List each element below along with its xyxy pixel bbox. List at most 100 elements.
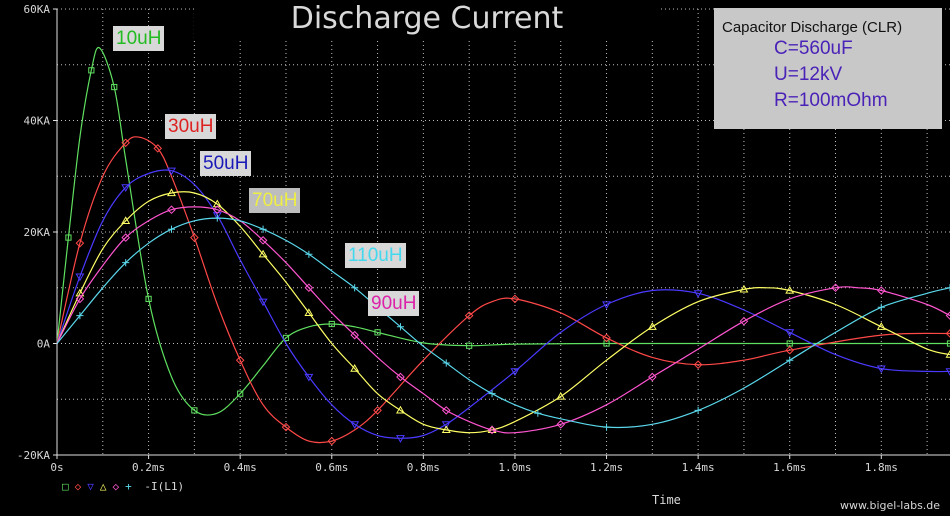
- series-point: [258, 298, 268, 307]
- credit-text: www.bigel-labs.de: [840, 499, 941, 512]
- series-point: [945, 350, 950, 358]
- series-point: [191, 407, 198, 414]
- series-point: [556, 391, 566, 400]
- x-tick-label: 1.2ms: [590, 461, 623, 474]
- title-background: [194, 0, 660, 38]
- x-tick-label: 1.0ms: [498, 461, 531, 474]
- series-point: [395, 435, 405, 443]
- series-point: [258, 249, 268, 258]
- legend-marker: +: [125, 480, 132, 493]
- series-point: [739, 284, 749, 293]
- series-point: [694, 406, 702, 414]
- series-point: [831, 283, 840, 293]
- series-point: [258, 236, 268, 245]
- series-point: [946, 340, 950, 347]
- y-tick-label: -20KA: [17, 449, 50, 462]
- series-label-110uh: 110uH: [345, 243, 406, 268]
- series-point: [602, 423, 611, 431]
- legend-marker: ◇: [74, 480, 82, 493]
- param-capacitance: C=560uF: [774, 38, 853, 59]
- series-point: [441, 425, 451, 434]
- series-point: [945, 329, 950, 338]
- series-110uh: [56, 214, 950, 431]
- series-point: [237, 390, 244, 397]
- series-point: [648, 372, 657, 382]
- series-point: [395, 405, 405, 414]
- series-point: [945, 311, 950, 320]
- series-50uh: [56, 167, 950, 443]
- x-tick-label: 0.4ms: [224, 461, 257, 474]
- series-line: [56, 46, 950, 416]
- x-tick-label: 0s: [50, 461, 63, 474]
- series-point: [877, 303, 885, 311]
- series-point: [442, 359, 450, 367]
- series-point: [121, 216, 131, 224]
- series-point: [556, 420, 566, 429]
- series-line: [56, 217, 950, 429]
- x-tick-label: 0.2ms: [132, 461, 165, 474]
- parameter-box-title: Capacitor Discharge (CLR): [722, 19, 903, 36]
- series-point: [213, 214, 221, 222]
- series-point: [145, 295, 152, 302]
- series-label-90uh: 90uH: [368, 291, 420, 316]
- x-axis-title: Time: [652, 493, 681, 507]
- series-point: [510, 294, 520, 304]
- x-tick-label: 0.6ms: [315, 461, 348, 474]
- series-point: [167, 167, 176, 176]
- series-lines: [56, 46, 950, 446]
- series-point: [647, 322, 657, 330]
- series-point: [167, 188, 176, 197]
- legend-marker: ▽: [87, 480, 94, 493]
- series-point: [304, 373, 314, 382]
- x-tick-label: 1.4ms: [682, 461, 715, 474]
- axes: [53, 8, 950, 459]
- legend-marker: △: [99, 480, 107, 493]
- chart-title: Discharge Current: [290, 1, 564, 36]
- series-point: [876, 365, 886, 374]
- series-point: [464, 311, 474, 320]
- series-point: [76, 312, 84, 320]
- series-point: [786, 356, 794, 364]
- y-tick-label: 40KA: [24, 115, 51, 128]
- series-line: [56, 206, 950, 434]
- series-point: [693, 290, 703, 298]
- legend-trace-name: -I(L1): [144, 480, 185, 493]
- series-point: [190, 233, 199, 242]
- series-point: [88, 67, 95, 74]
- series-point: [739, 316, 749, 326]
- series-point: [304, 283, 314, 293]
- series-point: [534, 409, 542, 417]
- series-point: [121, 233, 130, 242]
- series-70uh: [56, 188, 950, 434]
- y-tick-labels: -20KA 0A 20KA 40KA 60KA: [17, 3, 50, 462]
- series-point: [876, 322, 886, 330]
- series-point: [327, 436, 337, 446]
- series-point: [396, 323, 405, 331]
- legend-markers: □ ◇ ▽ △ ◇ +: [62, 480, 138, 493]
- series-point: [259, 225, 267, 233]
- series-label-70uh: 70uH: [249, 188, 301, 213]
- series-point: [153, 144, 163, 153]
- series-point: [328, 320, 335, 328]
- x-tick-label: 1.8ms: [865, 461, 898, 474]
- series-point: [693, 360, 703, 369]
- y-tick-label: 60KA: [24, 3, 51, 16]
- legend: □ ◇ ▽ △ ◇ + -I(L1): [62, 480, 184, 493]
- legend-marker: ◇: [112, 480, 120, 493]
- parameter-box: Capacitor Discharge (CLR) C=560uF U=12kV…: [714, 8, 942, 129]
- series-label-50uh: 50uH: [200, 151, 252, 176]
- x-tick-label: 0.8ms: [407, 461, 440, 474]
- param-voltage: U=12kV: [774, 64, 843, 85]
- series-90uh: [56, 205, 950, 435]
- series-point: [877, 286, 886, 295]
- legend-marker: □: [62, 480, 69, 493]
- series-10uh: [56, 46, 950, 416]
- series-label-10uh: 10uH: [113, 26, 165, 51]
- series-point: [351, 284, 359, 292]
- series-point: [65, 234, 72, 241]
- series-line: [56, 136, 950, 444]
- series-point: [785, 285, 795, 294]
- x-tick-label: 1.6ms: [773, 461, 806, 474]
- series-point: [945, 368, 950, 376]
- series-point: [305, 250, 313, 258]
